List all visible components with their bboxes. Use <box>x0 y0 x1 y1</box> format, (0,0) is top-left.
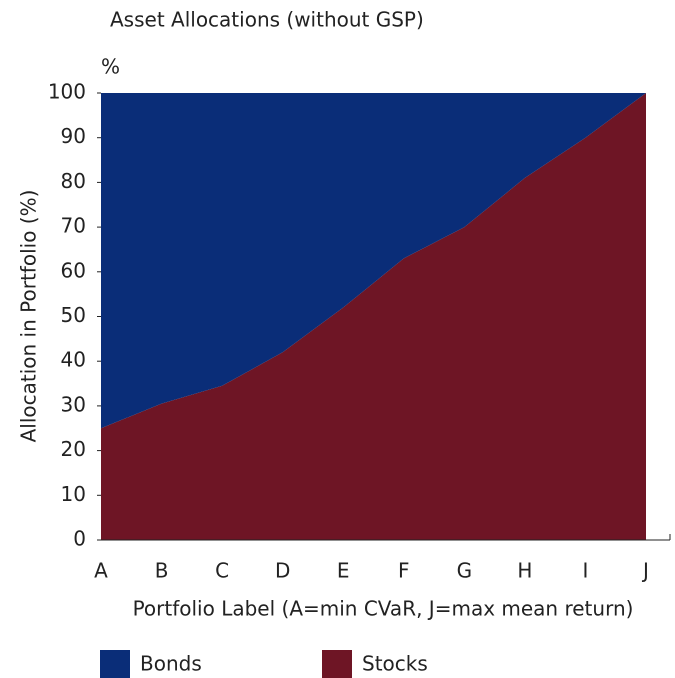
y-tick-label: 50 <box>61 303 86 327</box>
x-tick-label: E <box>337 559 350 583</box>
area <box>101 93 646 540</box>
chart-title: Asset Allocations (without GSP) <box>110 8 424 32</box>
y-unit: % <box>101 55 120 79</box>
y-tick-label: 90 <box>61 124 86 148</box>
x-tick-label: I <box>582 559 588 583</box>
y-axis-label: Allocation in Portfolio (%) <box>17 190 41 443</box>
legend-swatch <box>322 650 352 678</box>
legend-label: Bonds <box>140 652 202 676</box>
y-tick-label: 10 <box>61 482 86 506</box>
x-tick-label: D <box>275 559 290 583</box>
y-tick-label: 60 <box>61 258 86 282</box>
y-tick-label: 70 <box>61 214 86 238</box>
y-tick-label: 30 <box>61 392 86 416</box>
legend-swatch <box>100 650 130 678</box>
x-tick-label: J <box>641 559 649 583</box>
x-tick-label: A <box>94 559 108 583</box>
x-tick-label: G <box>457 559 473 583</box>
x-tick-label: F <box>398 559 410 583</box>
x-tick-label: B <box>155 559 169 583</box>
legend-label: Stocks <box>362 652 428 676</box>
y-tick-label: 40 <box>61 348 86 372</box>
x-tick-label: H <box>517 559 532 583</box>
x-tick-label: C <box>215 559 229 583</box>
x-axis-label: Portfolio Label (A=min CVaR, J=max mean … <box>133 597 634 621</box>
y-tick-label: 100 <box>48 80 86 104</box>
y-tick-label: 20 <box>61 437 86 461</box>
y-tick-label: 80 <box>61 169 86 193</box>
area <box>101 93 646 429</box>
y-tick-label: 0 <box>73 527 86 551</box>
